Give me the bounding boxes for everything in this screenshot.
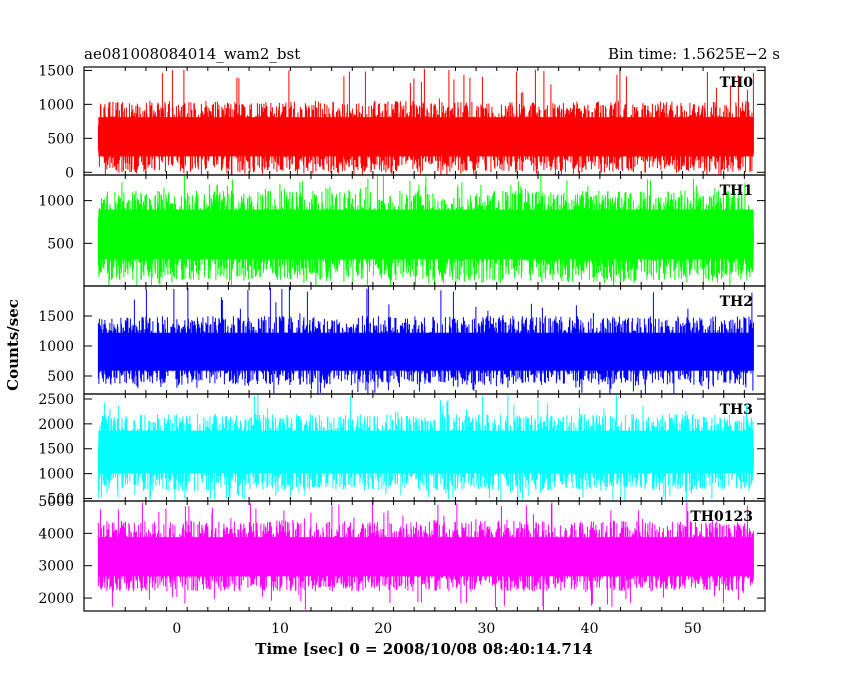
- panel-th2: 500 1000 1500 TH2: [38, 285, 766, 395]
- panel-th3: 500 1000 1500 2000 2500 TH3: [38, 392, 766, 508]
- panel-th0-ytick-label-1500: 1500: [38, 63, 74, 79]
- y-axis-label: Counts/sec: [4, 299, 22, 391]
- panel-th0-series-band: [98, 117, 754, 157]
- panel-th1-series-band: [98, 209, 754, 260]
- panel-th0-label: TH0: [720, 75, 754, 91]
- panel-th0123-series-band: [98, 537, 754, 577]
- panel-th3-ytick-label-1000: 1000: [38, 467, 74, 483]
- bin-time-label: Bin time: 1.5625E−2 s: [608, 45, 780, 63]
- panel-th3-ytick-label-2000: 2000: [38, 417, 74, 433]
- panel-th2-ytick-label-1500: 1500: [38, 309, 74, 325]
- panel-th0123-label: TH0123: [690, 509, 753, 525]
- panel-th0123-ytick-label-3000: 3000: [38, 559, 74, 575]
- panel-th1-ytick-label-1000: 1000: [38, 194, 74, 210]
- panel-th0123-ytick-label-5000: 5000: [38, 494, 74, 510]
- panel-th1-ytick-label-500: 500: [47, 236, 74, 252]
- panel-th1-label: TH1: [720, 183, 753, 199]
- panel-th0-ytick-label-1000: 1000: [38, 97, 74, 113]
- xtick-label-50: 50: [684, 621, 702, 637]
- panel-th2-ytick-label-500: 500: [47, 369, 74, 385]
- panel-th0-ytick-label-0: 0: [65, 165, 74, 181]
- panel-th0123-ytick-label-4000: 4000: [38, 526, 74, 542]
- xtick-label-10: 10: [271, 621, 289, 637]
- panel-th3-ytick-label-500: 500: [47, 492, 74, 508]
- panel-th0: 0 500 1000 1500 TH0: [38, 63, 766, 181]
- panel-th1: 500 1000 TH1: [38, 174, 766, 287]
- panels-group: 050010001500TH05001000TH150010001500TH25…: [38, 63, 766, 637]
- panel-th3-ytick-label-1500: 1500: [38, 442, 74, 458]
- xtick-label-20: 20: [374, 621, 392, 637]
- panel-th0123-frame: [83, 500, 766, 612]
- x-axis-label: Time [sec] 0 = 2008/10/08 08:40:14.714: [255, 640, 592, 658]
- xtick-label-30: 30: [477, 621, 495, 637]
- xtick-label-40: 40: [581, 621, 599, 637]
- chart-title: ae081008084014_wam2_bst: [84, 45, 300, 63]
- panel-th3-ytick-label-2500: 2500: [38, 392, 74, 408]
- panel-th2-label: TH2: [720, 294, 753, 310]
- panel-th2-ytick-label-1000: 1000: [38, 339, 74, 355]
- panel-th3-series-band: [98, 430, 754, 474]
- panel-th2-series-band: [98, 332, 754, 371]
- panel-th3-label: TH3: [720, 402, 753, 418]
- panel-th0123-ytick-label-2000: 2000: [38, 591, 74, 607]
- xtick-label-0: 0: [172, 621, 181, 637]
- panel-th0123: 2000 3000 4000 5000 TH0123: [38, 494, 766, 612]
- panel-th0-ytick-label-500: 500: [47, 131, 74, 147]
